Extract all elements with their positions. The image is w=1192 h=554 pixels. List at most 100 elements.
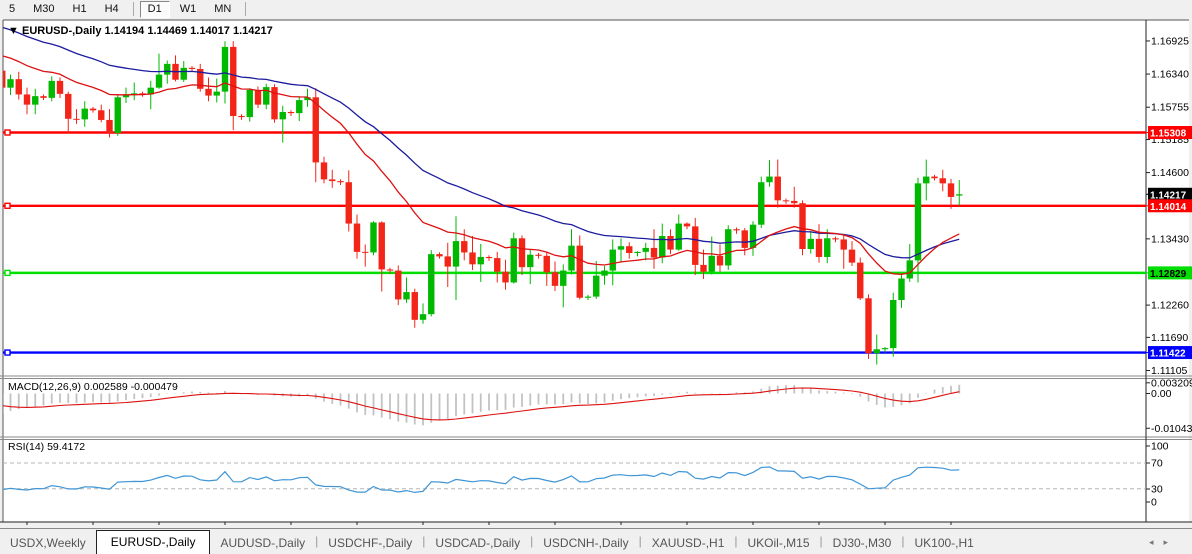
line-handle — [4, 129, 11, 136]
symbol-tab-usdchf[interactable]: USDCHF-,Daily — [328, 536, 413, 550]
candle-body — [98, 110, 105, 120]
symbol-tab-usdcnh[interactable]: USDCNH-,Daily — [543, 536, 629, 550]
timeframe-button-5[interactable]: 5 — [9, 2, 16, 15]
candle-body — [741, 230, 748, 248]
candle-body — [527, 254, 534, 268]
price-tick-label: 1.13430 — [1151, 233, 1189, 245]
candle-body — [378, 222, 385, 270]
candle-body — [667, 236, 674, 250]
candle-body — [287, 112, 295, 114]
candle-body — [65, 93, 72, 119]
macd-tick-label: 0.003209 — [1151, 377, 1192, 389]
candle-body — [881, 348, 889, 350]
candle-body — [898, 278, 905, 301]
tab-separator: | — [819, 534, 823, 548]
candle-body — [188, 67, 196, 69]
candle-body — [263, 87, 270, 105]
symbol-tab-usdcad[interactable]: USDCAD-,Daily — [435, 536, 521, 550]
candle-body — [890, 300, 897, 349]
candle-body — [7, 79, 14, 88]
candle-body — [15, 79, 22, 95]
rsi-tick-label: 30 — [1151, 484, 1163, 496]
candle-body — [147, 87, 154, 95]
price-badge — [1148, 187, 1192, 201]
candle-body — [914, 183, 922, 261]
candle-body — [758, 182, 765, 225]
candle-body — [419, 314, 427, 320]
candle-body — [725, 229, 732, 266]
symbol-tab-ukoil[interactable]: UKOil-,M15 — [747, 536, 810, 550]
tab-scroll-arrows-icon[interactable]: ◂▸ — [1148, 536, 1178, 547]
macd-tick-label: -0.010433 — [1151, 423, 1192, 435]
chart-title: EURUSD-,Daily 1.14194 1.14469 1.14017 1.… — [22, 25, 273, 37]
candle-body — [106, 119, 113, 133]
symbol-tab-dj30[interactable]: DJ30-,M30 — [832, 536, 892, 550]
candle-body — [395, 270, 402, 300]
candle-body — [122, 95, 130, 98]
price-badge-label: 1.14217 — [1150, 190, 1187, 201]
candle-body — [469, 252, 476, 265]
candle-body — [485, 256, 493, 259]
symbol-tab-uk100[interactable]: UK100-,H1 — [914, 536, 974, 550]
price-tick-label: 1.16340 — [1151, 69, 1189, 81]
candle-body — [584, 296, 592, 298]
candle-body — [560, 270, 567, 286]
candle-body — [848, 249, 856, 263]
candle-body — [642, 247, 649, 252]
timeframe-button-m30[interactable]: M30 — [33, 2, 55, 15]
timeframe-button-mn[interactable]: MN — [214, 2, 232, 15]
candle-body — [353, 223, 361, 252]
symbol-tab-audusd[interactable]: AUDUSD-,Daily — [220, 536, 306, 550]
candle-body — [114, 97, 121, 133]
candle-body — [271, 87, 278, 120]
tab-separator: | — [638, 534, 642, 548]
candle-body — [370, 222, 377, 253]
candle-body — [824, 238, 831, 257]
candle-body — [626, 246, 633, 254]
timeframe-button-w1[interactable]: W1 — [179, 2, 197, 15]
candle-body — [700, 264, 707, 272]
candle-body — [832, 238, 839, 240]
candle-body — [502, 271, 509, 283]
toolbar-separator — [245, 2, 247, 16]
chart-canvas[interactable]: 1.169251.163401.157551.151851.146001.134… — [0, 18, 1192, 528]
candle-body — [477, 256, 484, 265]
macd-label: MACD(12,26,9) 0.002589 -0.000479 — [8, 381, 178, 393]
timeframe-button-h4[interactable]: H4 — [104, 2, 119, 15]
candle-body — [782, 200, 790, 202]
candle-body — [205, 88, 212, 96]
candle-body — [428, 254, 435, 315]
candle-body — [411, 292, 418, 320]
symbol-tab-eurusd[interactable]: EURUSD-,Daily — [95, 530, 211, 554]
toolbar-separator — [132, 2, 134, 16]
candle-body — [815, 238, 823, 257]
tab-separator: | — [530, 534, 534, 548]
chart-dropdown-icon[interactable]: ▼ — [8, 25, 19, 37]
macd-panel — [3, 384, 961, 426]
candle-body — [683, 223, 691, 227]
price-badge — [1148, 266, 1192, 280]
candle-body — [675, 223, 682, 250]
candle-body — [320, 162, 328, 180]
price-badge-label: 1.12829 — [1150, 269, 1187, 280]
candle-body — [81, 108, 88, 120]
candle-body — [23, 94, 31, 105]
candle-body — [238, 115, 245, 118]
rsi-tick-label: 70 — [1151, 458, 1163, 470]
candle-body — [551, 272, 559, 286]
candle-body — [601, 270, 608, 276]
timeframe-button-h1[interactable]: H1 — [72, 2, 87, 15]
candle-body — [164, 63, 171, 75]
candle-body — [329, 179, 336, 182]
candle-body — [650, 247, 658, 258]
candle-body — [749, 224, 757, 248]
candle-body — [931, 176, 938, 179]
candle-body — [304, 97, 311, 101]
candle-body — [254, 89, 262, 105]
timeframe-button-d1[interactable]: D1 — [139, 0, 170, 18]
symbol-tab-xauusd[interactable]: XAUUSD-,H1 — [651, 536, 725, 550]
candle-body — [230, 46, 237, 116]
candle-body — [56, 80, 64, 94]
symbol-tab-usdx[interactable]: USDX,Weekly — [10, 536, 86, 550]
